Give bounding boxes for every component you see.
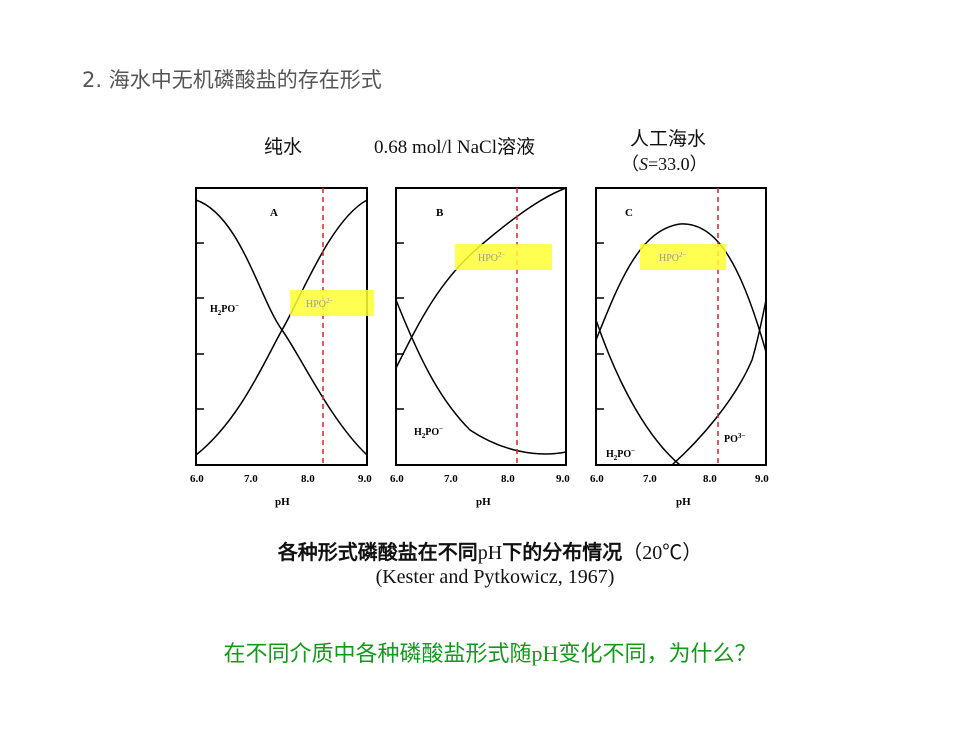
panel-c-hpo4-label: HPO2− (659, 251, 687, 264)
panel-b-tick-7: 7.0 (444, 473, 458, 485)
panel-a-hpo4-label: HPO2− (306, 297, 334, 310)
panel-a-frame (195, 187, 368, 466)
panel-b-letter: B (436, 207, 444, 219)
panel-a-hpo4-highlight (290, 290, 374, 316)
panel-b: B HPO2− H2PO− 6.0 7.0 8.0 9.0 pH (390, 187, 570, 508)
panel-a-ph-axis-label: pH (275, 496, 290, 508)
panel-c-ph-axis-label: pH (676, 496, 691, 508)
panel-a-h2po4-curve (195, 199, 368, 456)
nacl-concentration: 0.68 mol/l NaCl (374, 137, 497, 158)
panel-b-tick-6: 6.0 (390, 473, 404, 485)
salinity-symbol: S (639, 154, 648, 174)
caption-part1: 各种形式磷酸盐在不同 (277, 540, 478, 564)
panel-a-h2po4-label: H2PO− (210, 302, 239, 317)
panel-a-tick-8: 8.0 (301, 473, 315, 485)
figure-caption: 各种形式磷酸盐在不同pH下的分布情况（20℃） (0, 536, 980, 565)
panel-c-po4-curve (671, 299, 767, 466)
panel-b-hpo4-curve (395, 187, 567, 369)
discussion-question: 在不同介质中各种磷酸盐形式随pH变化不同，为什么？ (0, 636, 980, 668)
caption-part2: 下的分布情况 (502, 540, 623, 564)
panel-b-tick-8: 8.0 (501, 473, 515, 485)
question-part1: 在不同介质中各种磷酸盐形式随 (223, 642, 532, 667)
panel-c-po4-label: PO3− (724, 432, 745, 445)
panel-a-tick-9: 9.0 (358, 473, 372, 485)
figure-source: (Kester and Pytkowicz, 1967) (375, 566, 615, 588)
panel-b-h2po4-curve (395, 299, 567, 455)
panel-a: A HPO2− H2PO− 6.0 7.0 8.0 9.0 pH (190, 187, 374, 508)
question-ph: pH (531, 641, 559, 666)
panel-c-h2po4-curve (595, 319, 681, 466)
seawater-label: 人工海水 (630, 128, 707, 150)
pure-water-label: 纯水 (264, 136, 303, 158)
panel-b-hpo4-label: HPO2− (478, 251, 506, 264)
panel-a-tick-7: 7.0 (244, 473, 258, 485)
panel-c-tick-9: 9.0 (755, 473, 769, 485)
panel-c-hpo4-highlight (640, 244, 726, 270)
panel-a-tick-6: 6.0 (190, 473, 204, 485)
panel-c-tick-8: 8.0 (703, 473, 717, 485)
panel-c-letter: C (625, 207, 633, 219)
nacl-suffix: 溶液 (496, 136, 535, 158)
panel-b-tick-9: 9.0 (556, 473, 570, 485)
caption-ph: pH (477, 542, 503, 564)
salinity-label: （S=33.0） (621, 150, 708, 176)
panel-a-letter: A (270, 207, 278, 219)
panel-c-hpo4-curve (595, 223, 767, 353)
caption-temp: （20℃） (622, 542, 703, 564)
slide-title: 2. 海水中无机磷酸盐的存在形式 (82, 68, 382, 92)
panel-b-ph-axis-label: pH (476, 496, 491, 508)
panel-b-hpo4-highlight (455, 244, 552, 270)
salinity-value: =33.0） (648, 154, 708, 174)
panel-c-tick-6: 6.0 (590, 473, 604, 485)
panel-c-tick-7: 7.0 (643, 473, 657, 485)
panel-c-frame (595, 187, 767, 466)
panel-c-h2po4-label: H2PO− (606, 447, 635, 462)
nacl-label: 0.68 mol/l NaCl溶液 (374, 132, 535, 159)
panel-b-h2po4-label: H2PO− (414, 425, 443, 440)
panel-c: C HPO2− H2PO− PO3− 6.0 7.0 8.0 9.0 pH (590, 187, 769, 508)
question-part2: 变化不同，为什么？ (558, 642, 757, 667)
panel-b-frame (395, 187, 567, 466)
salinity-open: （ (621, 154, 639, 174)
panel-a-hpo4-curve (195, 199, 368, 456)
